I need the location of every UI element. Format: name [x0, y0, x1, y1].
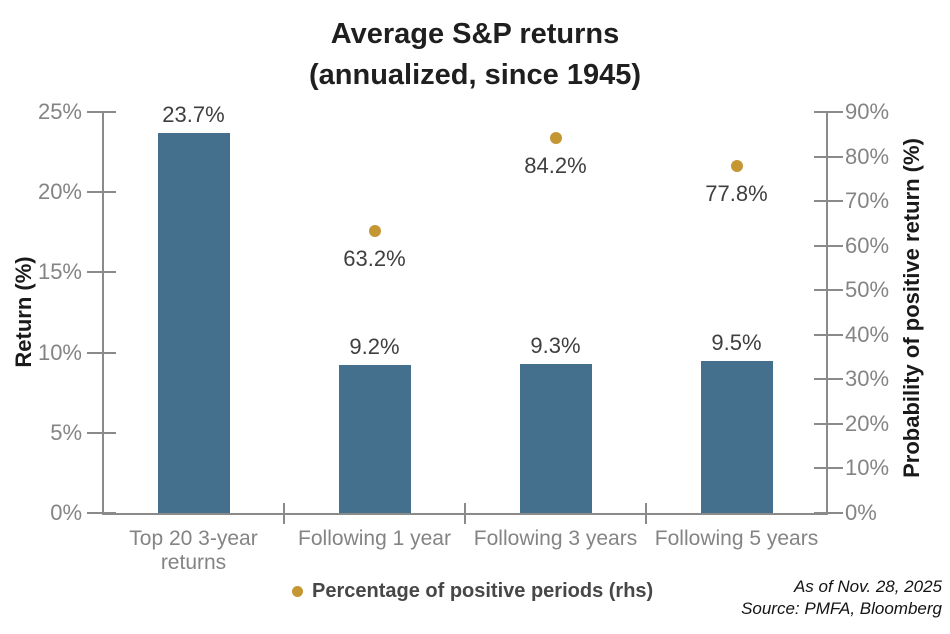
x-category-label: Following 5 years — [654, 527, 819, 550]
left-axis-tick-label: 5% — [50, 419, 82, 445]
scatter-value-label: 77.8% — [705, 181, 768, 207]
legend-label: Percentage of positive periods (rhs) — [312, 580, 654, 602]
right-axis-tick-label: 10% — [845, 455, 890, 481]
right-axis-tick-label: 50% — [845, 277, 890, 303]
bar-value-label: 9.5% — [711, 329, 762, 355]
right-axis-tick — [814, 422, 843, 425]
right-axis-line — [826, 112, 828, 515]
chart-title-line1: Average S&P returns — [330, 18, 620, 50]
right-axis-tick-label: 70% — [845, 188, 890, 214]
left-axis-tick-label: 0% — [50, 500, 82, 525]
left-axis-tick — [87, 111, 116, 113]
footer-source: Source: PMFA, Bloomberg — [741, 599, 942, 618]
left-axis-line — [102, 112, 104, 515]
right-axis-tick — [814, 155, 843, 158]
left-axis-tick — [87, 431, 116, 434]
x-category-label: Top 20 3-year returns — [129, 527, 258, 574]
x-category-label: Following 3 years — [473, 527, 638, 550]
footer-as-of: As of Nov. 28, 2025 — [793, 577, 942, 596]
bar-value-label: 9.2% — [349, 334, 400, 360]
right-axis-tick — [814, 111, 843, 113]
bar — [338, 365, 411, 513]
scatter-dot — [730, 160, 743, 173]
right-axis-title: Probability of positive return (%) — [899, 138, 924, 478]
right-axis-tick — [814, 512, 843, 514]
chart-title-line2: (annualized, since 1945) — [308, 59, 641, 91]
x-axis-tick — [645, 503, 647, 524]
right-axis-tick-label: 20% — [845, 410, 890, 436]
left-axis-tick-label: 25% — [37, 99, 82, 124]
x-axis-tick — [283, 503, 285, 524]
chart-title: Average S&P returns (annualized, since 1… — [0, 14, 950, 96]
right-axis-tick-label: 0% — [845, 500, 877, 525]
right-axis-tick-label: 90% — [845, 99, 890, 124]
scatter-dot — [368, 225, 381, 238]
bar-value-label: 9.3% — [530, 332, 581, 358]
legend: Percentage of positive periods (rhs) — [292, 580, 653, 603]
left-axis-tick-label: 20% — [37, 179, 82, 205]
right-axis-tick — [814, 244, 843, 247]
left-axis-tick — [87, 351, 116, 354]
bar — [157, 132, 230, 513]
bar — [519, 363, 592, 513]
x-category-label: Following 1 year — [298, 527, 451, 550]
left-axis-tick-label: 10% — [37, 339, 82, 365]
right-axis-tick-label: 80% — [845, 143, 890, 169]
left-axis-tick — [87, 191, 116, 194]
x-axis-tick — [464, 503, 466, 524]
left-axis-tick — [87, 512, 116, 514]
left-axis-title: Return (%) — [11, 256, 36, 368]
scatter-value-label: 63.2% — [343, 246, 406, 272]
right-axis-tick — [814, 289, 843, 292]
scatter-value-label: 84.2% — [524, 152, 587, 178]
legend-dot-icon — [292, 586, 303, 597]
right-axis-tick — [814, 200, 843, 203]
bar-value-label: 23.7% — [162, 101, 225, 127]
right-axis-tick — [814, 467, 843, 470]
right-axis-tick-label: 60% — [845, 232, 890, 258]
right-axis-tick-label: 30% — [845, 366, 890, 392]
right-axis-tick — [814, 378, 843, 381]
bar — [700, 360, 773, 513]
right-axis-tick — [814, 333, 843, 336]
left-axis-tick-label: 15% — [37, 259, 82, 285]
left-axis-tick — [87, 271, 116, 274]
right-axis-tick-label: 40% — [845, 321, 890, 347]
footer-note: As of Nov. 28, 2025 Source: PMFA, Bloomb… — [642, 576, 942, 620]
scatter-dot — [549, 131, 562, 144]
